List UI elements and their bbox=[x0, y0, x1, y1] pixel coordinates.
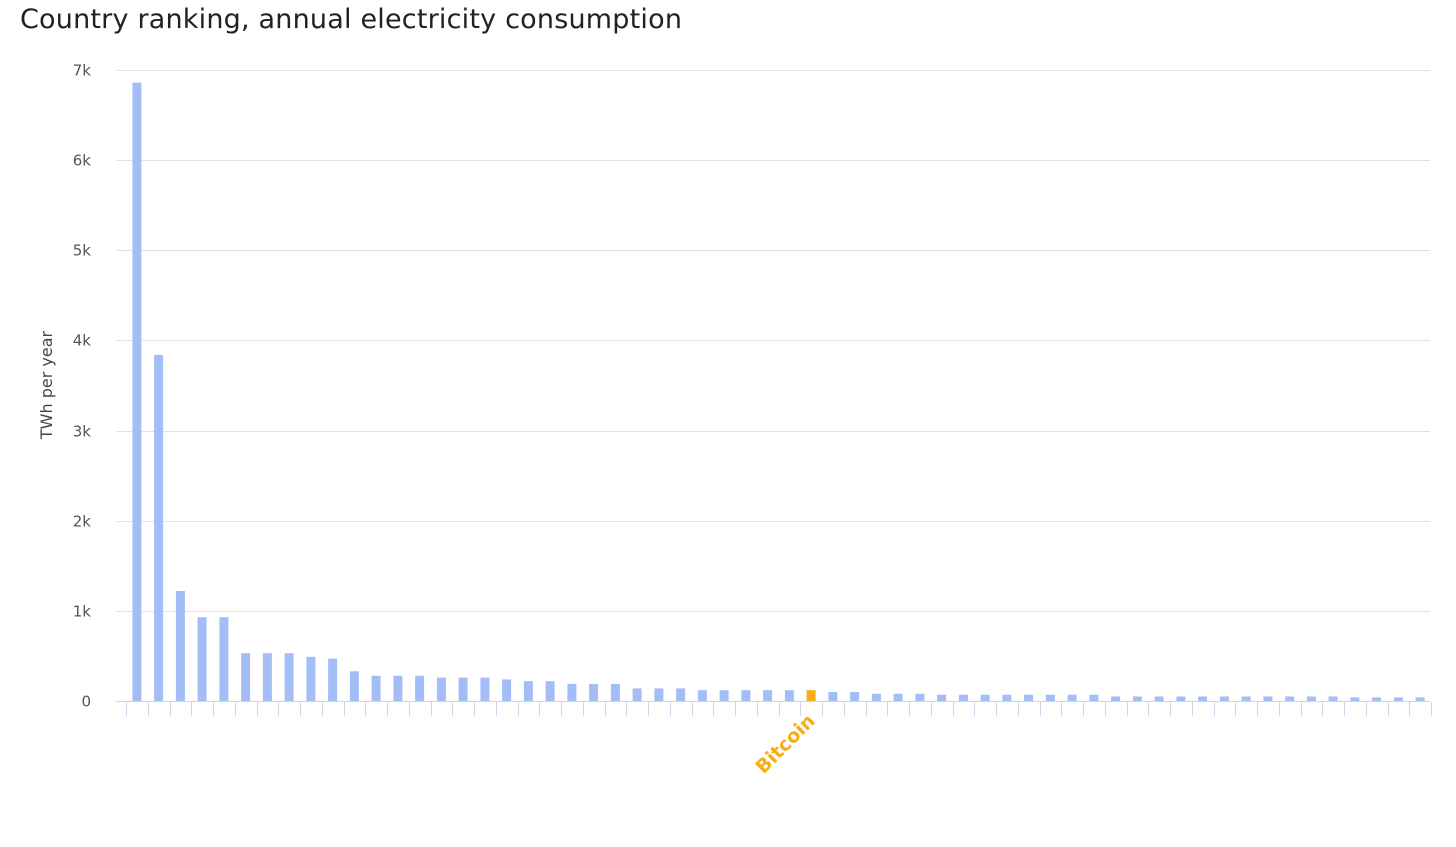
y-tick-label: 6k bbox=[73, 152, 92, 170]
y-tick-label: 7k bbox=[73, 62, 92, 80]
bar bbox=[219, 617, 229, 701]
bar bbox=[393, 675, 403, 701]
y-tick-label: 0 bbox=[81, 693, 91, 711]
bar bbox=[328, 658, 338, 701]
bar bbox=[1263, 696, 1273, 701]
bar bbox=[741, 690, 751, 701]
bar bbox=[850, 692, 860, 701]
x-axis-ticks bbox=[126, 702, 1432, 716]
bar bbox=[132, 82, 142, 702]
bar bbox=[284, 653, 294, 701]
bar bbox=[784, 690, 794, 701]
bar bbox=[1415, 697, 1425, 701]
bar bbox=[1132, 696, 1142, 701]
bar bbox=[1111, 696, 1121, 701]
bar bbox=[589, 683, 599, 701]
bar bbox=[567, 683, 577, 701]
bar bbox=[915, 693, 925, 701]
bar bbox=[262, 653, 272, 701]
bar bbox=[241, 653, 251, 701]
bar bbox=[632, 688, 642, 701]
bar bbox=[763, 690, 773, 701]
bar bbox=[1154, 696, 1164, 701]
bar bbox=[480, 677, 490, 701]
chart-title: Country ranking, annual electricity cons… bbox=[20, 4, 683, 35]
bar bbox=[458, 677, 468, 701]
bar bbox=[1002, 694, 1012, 701]
bar bbox=[1393, 697, 1403, 701]
bar bbox=[436, 677, 446, 701]
bars bbox=[132, 82, 1425, 702]
bar bbox=[1219, 696, 1229, 701]
bar bbox=[502, 679, 512, 701]
bar bbox=[871, 693, 881, 701]
x-category-label: Bitcoin bbox=[751, 710, 819, 778]
bar bbox=[828, 692, 838, 701]
y-axis-title: TWh per year bbox=[37, 330, 56, 440]
bar bbox=[806, 690, 816, 701]
bar bbox=[154, 354, 164, 701]
y-tick-label: 4k bbox=[73, 332, 92, 350]
y-axis-ticks: 0 1k 2k 3k 4k 5k 6k 7k bbox=[73, 62, 92, 711]
bar bbox=[1045, 694, 1055, 701]
bar bbox=[980, 694, 990, 701]
bar bbox=[654, 688, 664, 701]
bar bbox=[1067, 694, 1077, 701]
bar bbox=[306, 656, 316, 701]
y-tick-label: 1k bbox=[73, 603, 92, 621]
bar bbox=[1328, 696, 1338, 701]
bar bbox=[958, 694, 968, 701]
grid-lines bbox=[116, 70, 1430, 612]
bar bbox=[1241, 696, 1251, 701]
bar bbox=[937, 694, 947, 701]
bar bbox=[175, 591, 185, 701]
bar bbox=[1024, 694, 1034, 701]
y-tick-label: 5k bbox=[73, 242, 92, 260]
bar bbox=[197, 617, 207, 701]
bar bbox=[523, 681, 533, 701]
category-labels: Bitcoin bbox=[751, 710, 819, 778]
y-tick-label: 2k bbox=[73, 513, 92, 531]
bar bbox=[697, 690, 707, 701]
bar bbox=[1306, 696, 1316, 701]
y-tick-label: 3k bbox=[73, 423, 92, 441]
bar bbox=[719, 690, 729, 701]
bar bbox=[1372, 697, 1382, 701]
bar bbox=[371, 675, 381, 701]
bar bbox=[545, 681, 555, 701]
bar bbox=[1089, 694, 1099, 701]
bar bbox=[1285, 696, 1295, 701]
bar bbox=[893, 693, 903, 701]
bar bbox=[1198, 696, 1208, 701]
bar bbox=[676, 688, 686, 701]
bar bbox=[610, 683, 620, 701]
bar bbox=[349, 671, 359, 701]
bar bbox=[415, 675, 425, 701]
bar bbox=[1176, 696, 1186, 701]
bar bbox=[1350, 697, 1360, 701]
